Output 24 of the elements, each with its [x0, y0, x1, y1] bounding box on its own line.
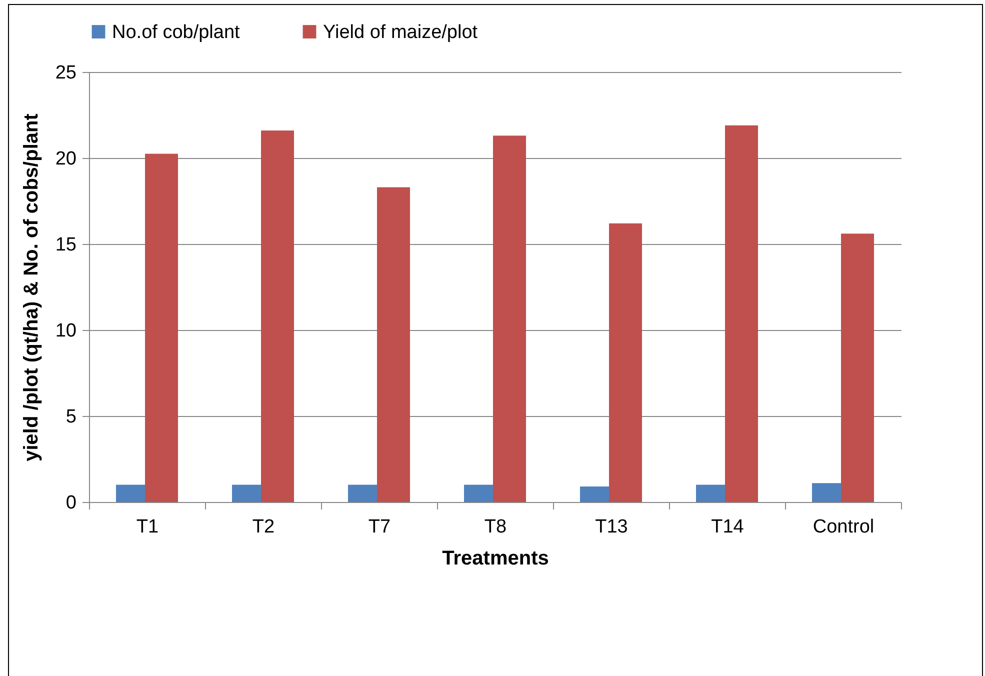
x-tick-label: T7 [368, 516, 391, 538]
y-tick-label: 0 [66, 492, 76, 514]
x-tick-label: T14 [711, 516, 744, 538]
legend-label: Yield of maize/plot [323, 22, 478, 43]
y-tick-label: 10 [55, 320, 76, 342]
bar [261, 130, 294, 502]
bar [725, 125, 758, 502]
bar [493, 136, 526, 502]
bar [841, 234, 874, 502]
y-tick-label: 20 [55, 148, 76, 170]
x-axis-title: Treatments [442, 548, 549, 570]
legend-label: No.of cob/plant [112, 22, 241, 43]
x-tick-label: T8 [484, 516, 507, 538]
bar [609, 223, 642, 502]
y-tick-label: 25 [55, 62, 76, 84]
x-tick-label: T2 [252, 516, 275, 538]
x-tick-label: Control [812, 516, 874, 538]
y-tick-label: 15 [55, 234, 76, 256]
bar [377, 187, 410, 502]
x-tick-label: T1 [136, 516, 159, 538]
x-tick-label: T13 [595, 516, 628, 538]
y-tick-label: 5 [66, 406, 76, 428]
y-axis-title: yield /plot (qt/ha) & No. of cobs/plant [20, 113, 42, 462]
bar [145, 154, 178, 502]
